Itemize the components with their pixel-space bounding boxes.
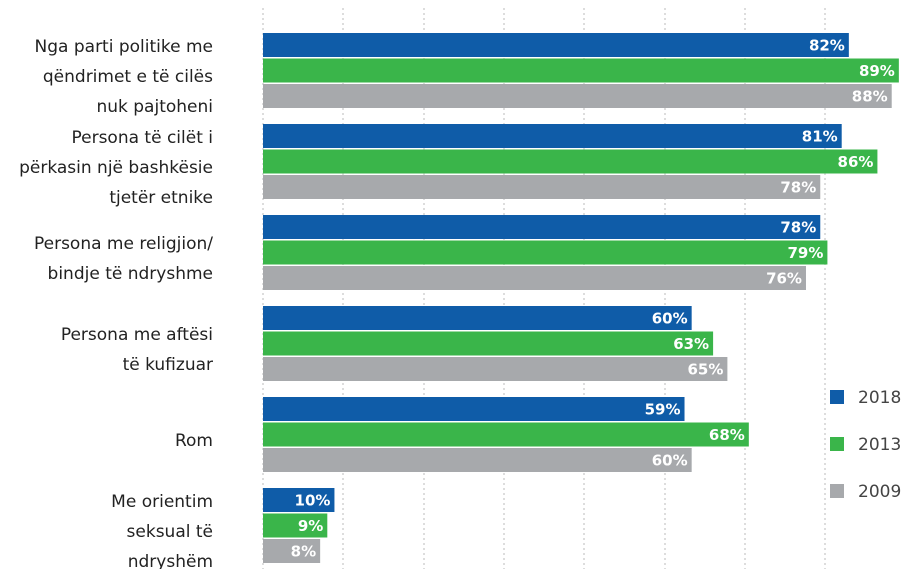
category-label: Rom [174, 431, 213, 452]
bar [263, 215, 821, 239]
bar [263, 175, 821, 199]
bar [263, 240, 828, 265]
value-label: 63% [673, 335, 709, 353]
bar [263, 539, 321, 563]
bar [263, 513, 328, 538]
bar [263, 58, 899, 83]
bar [263, 448, 692, 472]
value-label: 68% [709, 426, 745, 444]
bar [263, 33, 849, 57]
category-label: Nga parti politike me qëndrimet e të cil… [34, 37, 213, 118]
value-label: 81% [802, 128, 838, 146]
bar [263, 357, 728, 381]
legend-label: 2013 [858, 435, 901, 455]
legend-swatch [830, 437, 844, 451]
value-label: 60% [652, 452, 688, 470]
value-label: 59% [645, 401, 681, 419]
legend-label: 2018 [858, 388, 901, 408]
value-label: 76% [766, 270, 802, 288]
category-label: Persona të cilët i përkasin një bashkësi… [19, 128, 213, 209]
bar [263, 397, 685, 421]
value-label: 86% [838, 153, 874, 171]
value-label: 78% [780, 219, 816, 237]
category-label: Me orientim seksual të ndryshëm [111, 492, 213, 569]
bar [263, 306, 692, 330]
value-label: 78% [780, 179, 816, 197]
value-label: 60% [652, 310, 688, 328]
value-label: 8% [291, 543, 316, 561]
legend-swatch [830, 390, 844, 404]
value-label: 65% [687, 361, 723, 379]
category-label: Persona me religjion/ bindje të ndryshme [33, 234, 213, 285]
category-label: Persona me aftësi të kufizuar [60, 325, 213, 376]
value-label: 88% [852, 88, 888, 106]
bar [263, 331, 714, 356]
value-label: 79% [788, 244, 824, 262]
value-label: 10% [295, 492, 331, 510]
bar [263, 266, 806, 290]
bar [263, 124, 842, 148]
legend-label: 2009 [858, 482, 901, 502]
value-label: 89% [859, 62, 895, 80]
bar [263, 84, 892, 108]
bar [263, 422, 749, 447]
legend-swatch [830, 484, 844, 498]
bar [263, 149, 878, 174]
value-label: 9% [298, 517, 323, 535]
value-label: 82% [809, 37, 845, 55]
bar [263, 488, 335, 512]
